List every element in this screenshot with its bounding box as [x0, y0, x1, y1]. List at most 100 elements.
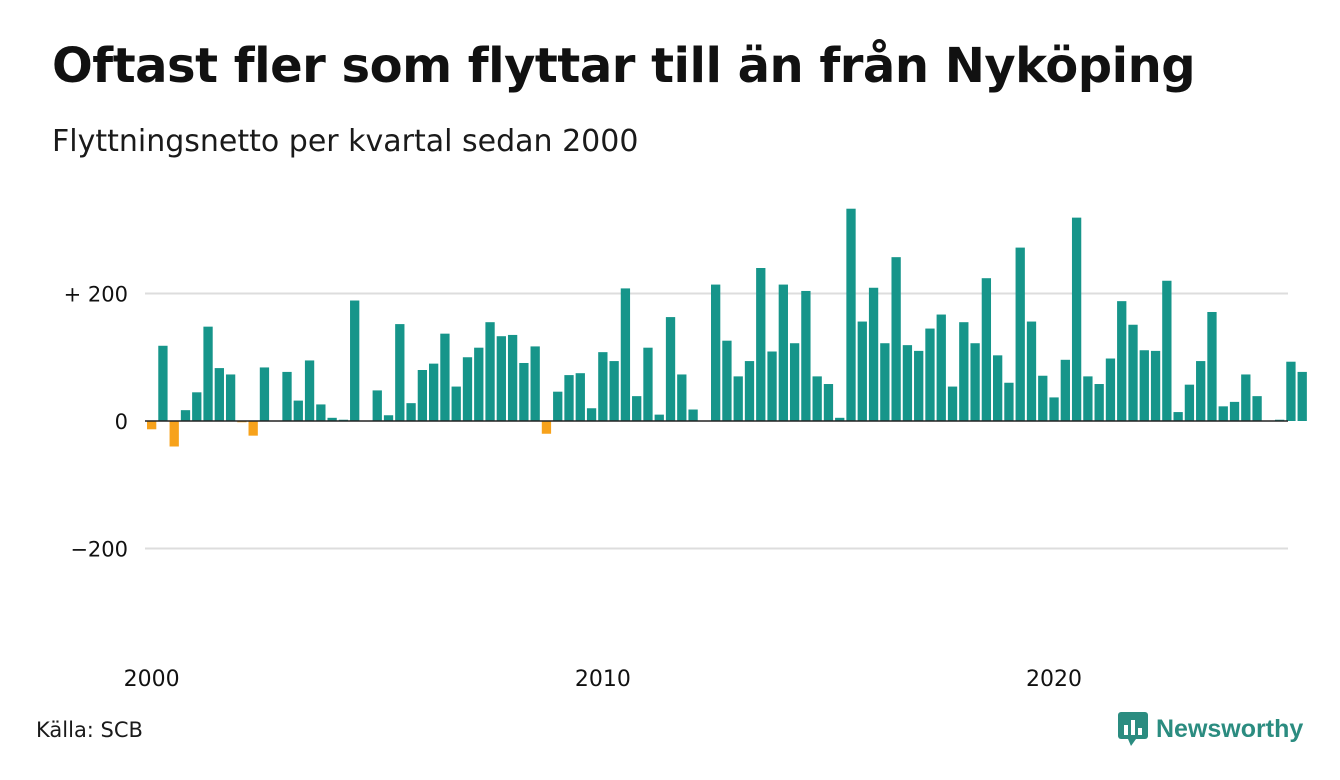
bar-2007-q2 [474, 347, 484, 421]
bar-2002-q2 [248, 421, 258, 436]
bar-2011-q2 [654, 414, 664, 422]
bar-2020-q4 [1083, 376, 1093, 422]
bar-2024-q1 [1229, 401, 1240, 422]
bar-2014-q4 [812, 376, 822, 422]
bar-2009-q3 [575, 373, 585, 421]
bar-2003-q4 [316, 404, 326, 421]
bar-2022-q1 [1139, 350, 1149, 421]
bar-2013-q2 [744, 361, 755, 421]
bar-2011-q3 [665, 317, 676, 421]
y-tick-label: + 200 [64, 283, 128, 307]
newsworthy-logo-icon [1118, 712, 1148, 746]
bar-2014-q3 [801, 290, 811, 421]
bar-2025-q2 [1286, 361, 1296, 421]
bar-2015-q1 [823, 384, 834, 421]
bar-2009-q1 [553, 391, 563, 421]
bar-2005-q4 [406, 403, 416, 421]
bar-2015-q3 [846, 208, 856, 421]
bar-2023-q3 [1207, 311, 1217, 421]
bar-2019-q1 [1004, 382, 1014, 421]
bar-2022-q2 [1150, 350, 1161, 422]
bar-2021-q3 [1117, 301, 1127, 421]
bar-2011-q1 [643, 347, 653, 421]
bar-2006-q3 [440, 333, 450, 421]
bar-2014-q1 [778, 284, 788, 421]
bar-2018-q4 [993, 355, 1003, 421]
x-tick-labels: 2000 2010 2020 [124, 667, 1082, 692]
bar-2013-q4 [767, 351, 777, 421]
bar-2005-q2 [383, 415, 394, 421]
bar-2019-q3 [1026, 321, 1037, 421]
bar-2007-q4 [496, 336, 506, 421]
bar-2006-q1 [417, 370, 428, 421]
bar-2006-q4 [451, 386, 461, 421]
bar-2009-q4 [586, 408, 597, 421]
bar-2013-q3 [756, 268, 766, 421]
bar-2013-q1 [733, 376, 743, 422]
bar-2002-q3 [259, 367, 270, 421]
bar-2010-q1 [598, 352, 608, 421]
y-tick-label: 0 [115, 410, 128, 434]
bar-2020-q2 [1060, 359, 1070, 421]
brand-logo[interactable]: Newsworthy [1118, 712, 1303, 746]
bar-2016-q3 [891, 257, 901, 421]
chart-title: Oftast fler som flyttar till än från Nyk… [52, 38, 1196, 94]
bar-2004-q1 [327, 417, 337, 421]
bar-2005-q3 [395, 324, 405, 421]
bar-2018-q2 [970, 343, 980, 421]
bar-2021-q1 [1094, 384, 1104, 421]
bar-2001-q4 [225, 374, 236, 421]
bar-2012-q1 [688, 409, 698, 421]
bar-2021-q4 [1128, 324, 1138, 421]
x-tick-label-2000: 2000 [124, 667, 180, 692]
bar-2010-q3 [620, 288, 631, 421]
bar-2008-q1 [507, 334, 518, 421]
bar-2022-q3 [1162, 280, 1172, 421]
bar-2001-q2 [203, 326, 213, 421]
y-tick-label: −200 [70, 538, 128, 562]
bar-2007-q3 [485, 322, 495, 421]
bar-2025-q3 [1297, 371, 1307, 421]
bar-2000-q1 [147, 421, 157, 430]
bar-2008-q4 [541, 421, 552, 434]
bar-2018-q1 [959, 322, 969, 421]
bar-2023-q1 [1184, 384, 1195, 421]
bar-2014-q2 [789, 343, 800, 421]
bar-2003-q3 [304, 360, 315, 421]
brand-name: Newsworthy [1156, 714, 1304, 743]
x-tick-label-2010: 2010 [575, 667, 631, 692]
bar-chart: + 200 0 −200 2000 2010 2020 [64, 208, 1307, 692]
bar-2016-q2 [880, 343, 890, 421]
bar-2015-q4 [857, 321, 867, 421]
bar-2006-q2 [429, 363, 439, 421]
bar-2001-q3 [214, 368, 224, 421]
bar-2019-q2 [1015, 247, 1025, 421]
bar-2022-q4 [1173, 412, 1183, 421]
bar-2010-q4 [632, 396, 642, 421]
bar-2020-q3 [1071, 217, 1082, 421]
bar-2021-q2 [1105, 358, 1116, 421]
source-note: Källa: SCB [36, 718, 143, 742]
bar-2020-q1 [1049, 397, 1059, 421]
bar-2008-q2 [519, 362, 529, 421]
bars [147, 208, 1307, 447]
bar-2015-q2 [835, 417, 845, 421]
bar-2011-q4 [677, 374, 687, 421]
bar-2012-q3 [711, 284, 721, 421]
bar-2016-q4 [902, 345, 913, 421]
bar-2008-q3 [530, 346, 540, 421]
bar-2024-q3 [1252, 396, 1262, 421]
bar-2017-q2 [925, 328, 935, 421]
bar-2000-q2 [158, 345, 168, 421]
y-tick-labels: + 200 0 −200 [64, 283, 128, 562]
bar-2017-q4 [947, 386, 958, 421]
bar-2017-q3 [936, 314, 946, 421]
bar-2001-q1 [192, 392, 202, 421]
x-tick-label-2020: 2020 [1026, 667, 1082, 692]
bar-2017-q1 [914, 350, 924, 422]
bar-2024-q2 [1241, 374, 1251, 421]
bar-2000-q3 [169, 421, 179, 447]
bar-2003-q2 [293, 400, 303, 421]
chart-subtitle: Flyttningsnetto per kvartal sedan 2000 [52, 124, 639, 159]
bar-2000-q4 [180, 410, 191, 421]
